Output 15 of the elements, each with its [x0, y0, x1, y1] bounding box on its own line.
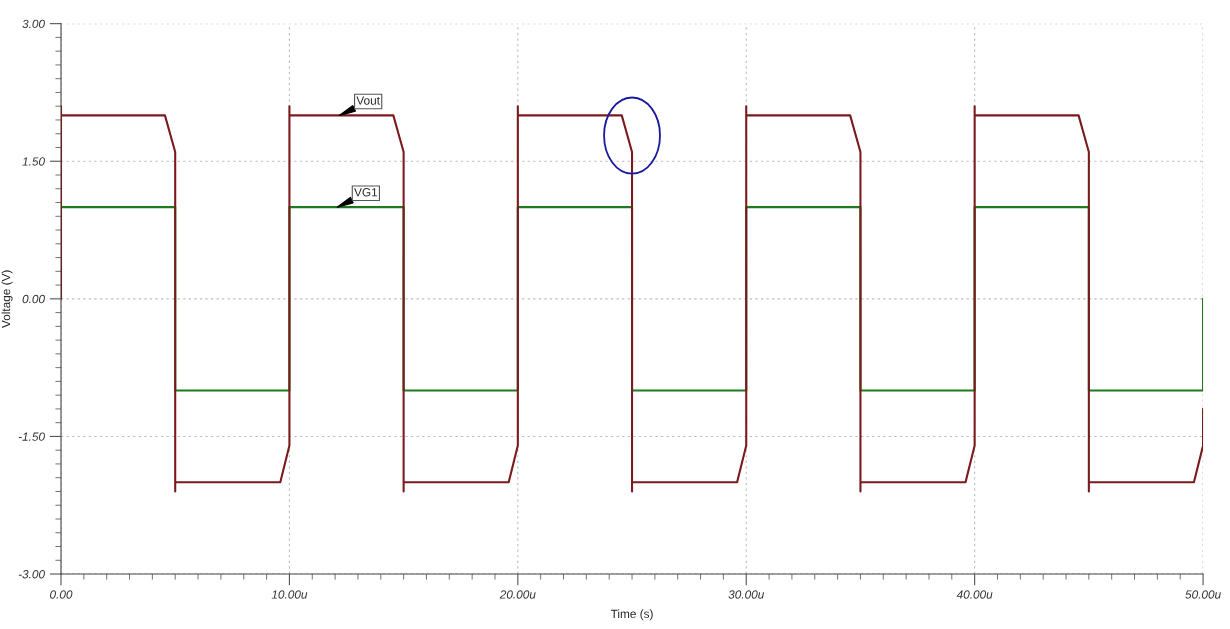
x-tick-label: 10.00u	[271, 590, 308, 599]
y-tick-label: -1.50	[18, 432, 45, 441]
y-tick-label: -3.00	[18, 570, 45, 579]
annotation: Vout	[356, 96, 380, 105]
x-tick-label: 50.00u	[1185, 590, 1221, 599]
x-tick-label: 20.00u	[499, 590, 536, 599]
x-tick-label: 30.00u	[728, 590, 765, 599]
annotation: VG1	[354, 188, 378, 197]
y-tick-label: 0.00	[22, 294, 45, 304]
y-tick-label: 3.00	[22, 19, 45, 29]
y-tick-label: 1.50	[22, 157, 45, 166]
y-axis-title: Voltage (V)	[1, 270, 13, 328]
x-axis-title: Time (s)	[610, 609, 653, 621]
x-tick-label: 40.00u	[956, 590, 993, 599]
x-tick-label: 0.00	[50, 590, 73, 599]
